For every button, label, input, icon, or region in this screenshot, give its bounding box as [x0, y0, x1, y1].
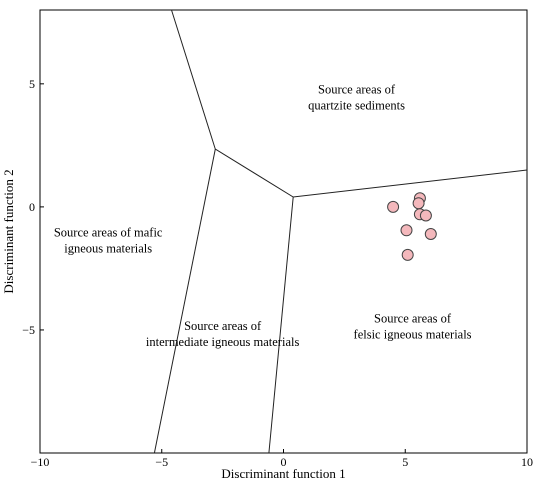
- region-label-line: Source areas of mafic: [54, 225, 163, 239]
- data-point: [419, 209, 432, 222]
- region-label-line: Source areas of: [374, 312, 452, 326]
- boundary-line: [171, 9, 528, 198]
- data-point: [424, 228, 437, 240]
- x-axis-ticks: −10 −5 0 5 10: [31, 449, 533, 469]
- y-tick-label: −5: [22, 323, 35, 337]
- x-tick-label: −10: [31, 455, 50, 469]
- data-points: [387, 192, 437, 261]
- region-label-line: Source areas of: [184, 319, 262, 333]
- region-label: Source areas of felsic igneous materials: [354, 312, 472, 342]
- region-label: Source areas of mafic igneous materials: [54, 225, 163, 255]
- y-tick-label: 0: [29, 200, 35, 214]
- field-boundaries: [153, 9, 528, 454]
- data-point: [401, 248, 414, 261]
- region-labels: Source areas of quartzite sedimentsSource…: [54, 83, 472, 349]
- data-point: [400, 224, 413, 237]
- region-label-line: Source areas of: [318, 83, 396, 97]
- x-axis-title: Discriminant function 1: [221, 466, 345, 481]
- region-label-line: igneous materials: [64, 241, 152, 255]
- region-label: Source areas of intermediate igneous mate…: [146, 319, 300, 349]
- x-tick-label: −5: [155, 455, 168, 469]
- x-tick-label: 5: [402, 455, 408, 469]
- region-label-line: felsic igneous materials: [354, 328, 472, 342]
- x-tick-label: 0: [281, 455, 287, 469]
- region-label-line: quartzite sediments: [308, 99, 405, 113]
- boundary-line: [268, 196, 294, 454]
- boundary-line: [153, 149, 216, 454]
- region-label-line: intermediate igneous materials: [146, 335, 300, 349]
- data-point: [412, 197, 425, 210]
- y-axis-title: Discriminant function 2: [1, 169, 16, 293]
- x-tick-label: 10: [521, 455, 533, 469]
- data-point: [387, 200, 400, 213]
- region-label: Source areas of quartzite sediments: [308, 83, 405, 113]
- y-tick-label: 5: [29, 77, 35, 91]
- y-axis-ticks: 5 0 −5: [22, 77, 44, 337]
